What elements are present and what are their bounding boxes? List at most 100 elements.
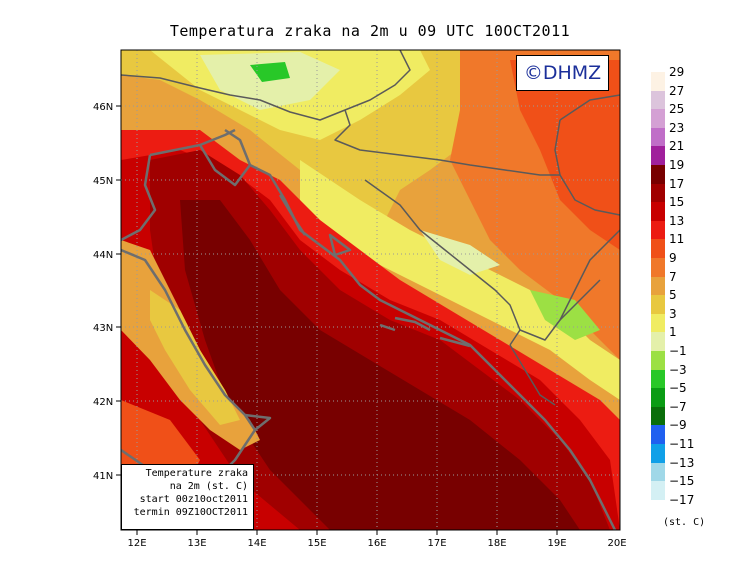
legend-item: 7 [651, 270, 731, 296]
legend-swatch [651, 239, 665, 259]
legend-item: 11 [651, 232, 731, 259]
legend-label: −11 [669, 437, 695, 451]
legend-label: −9 [669, 418, 687, 433]
legend-swatch [651, 406, 665, 426]
legend-item: −15 [651, 474, 731, 501]
legend-item: 21 [651, 139, 731, 166]
legend-swatch [651, 313, 665, 333]
lat-axis-labels: 46N 45N 44N 43N 42N 41N [93, 102, 121, 482]
legend-label: −5 [669, 381, 687, 396]
legend-item: −17 [651, 493, 731, 519]
lat-label: 41N [93, 471, 113, 482]
lat-label: 45N [93, 176, 113, 187]
lon-label: 18E [487, 538, 506, 549]
legend-swatch [651, 127, 665, 147]
legend-item: −1 [651, 344, 731, 370]
legend-item: 5 [651, 288, 731, 315]
lon-label: 17E [427, 538, 446, 549]
legend-item: 29 [651, 65, 731, 91]
lon-label: 15E [307, 538, 326, 549]
lat-label: 44N [93, 250, 113, 261]
lon-label: 12E [127, 538, 146, 549]
legend-label: −17 [669, 492, 695, 507]
legend-swatch [651, 220, 665, 240]
info-line-variable: Temperature zraka [145, 468, 248, 479]
legend-label: 21 [669, 139, 685, 154]
legend-swatch [651, 72, 665, 91]
lat-label: 46N [93, 102, 113, 113]
legend-label: 3 [669, 306, 677, 321]
legend-item: −13 [651, 456, 731, 482]
legend-units: (st. C) [663, 517, 706, 528]
legend-swatch [651, 90, 665, 110]
legend-label: 27 [669, 83, 685, 98]
map-frame [120, 49, 621, 531]
legend-item: 19 [651, 158, 731, 184]
legend-swatch [651, 295, 665, 315]
lon-label: 13E [187, 538, 206, 549]
gridlines [121, 50, 620, 530]
legend-swatch [651, 109, 665, 129]
legend-label: 13 [669, 213, 685, 228]
lon-label: 16E [367, 538, 386, 549]
lon-label: 19E [547, 538, 566, 549]
legend-label: −3 [669, 362, 687, 377]
legend-label: −13 [669, 455, 695, 470]
legend-item: 27 [651, 84, 731, 110]
legend-swatch [651, 369, 665, 389]
legend-item: 17 [651, 177, 731, 203]
legend-swatch [651, 276, 665, 296]
legend-label: −1 [669, 344, 687, 358]
legend-swatch [651, 351, 665, 370]
lon-label: 20E [607, 538, 626, 549]
legend-label: 1 [669, 325, 677, 340]
info-line-start: start 00z10oct2011 [139, 494, 248, 505]
legend-item: 9 [651, 251, 731, 277]
legend-item: 15 [651, 195, 731, 222]
legend-swatch [651, 388, 665, 408]
legend-item: −7 [651, 400, 731, 426]
legend-swatch [651, 332, 665, 352]
legend-label: −7 [669, 399, 687, 414]
legend-label: 7 [669, 269, 677, 284]
legend-swatch [651, 425, 665, 445]
legend-item: −11 [651, 437, 731, 463]
legend-item: 13 [651, 214, 731, 240]
lon-label: 14E [247, 538, 266, 549]
lon-axis-labels: 12E 13E 14E 15E 16E 17E 18E 19E 20E [127, 530, 627, 549]
legend-item: 1 [651, 325, 731, 352]
lat-label: 42N [93, 397, 113, 408]
info-line-termin: termin 09Z10OCT2011 [133, 507, 248, 518]
legend-label: 23 [669, 120, 685, 135]
legend-item: −5 [651, 381, 731, 408]
legend-label: 29 [669, 65, 685, 79]
legend-swatch [651, 481, 665, 501]
legend-label: 11 [669, 232, 685, 247]
legend-label: 19 [669, 158, 685, 172]
dhmz-logo: ©DHMZ [516, 55, 609, 91]
info-line-level-units: na 2m (st. C) [169, 481, 248, 492]
temperature-field [121, 50, 620, 530]
legend-label: 5 [669, 288, 677, 303]
legend-label: 25 [669, 102, 685, 117]
country-borders [121, 50, 620, 406]
legend-swatch [651, 165, 665, 184]
legend-swatch [651, 444, 665, 463]
legend-swatch [651, 462, 665, 482]
legend-item: −3 [651, 363, 731, 389]
legend-label: −15 [669, 474, 695, 489]
legend-swatch [651, 146, 665, 166]
legend-item: 3 [651, 307, 731, 333]
legend-item: −9 [651, 418, 731, 445]
forecast-info-box: Temperature zraka na 2m (st. C) start 00… [121, 464, 254, 530]
legend-swatch [651, 258, 665, 277]
legend-item: 23 [651, 121, 731, 147]
legend-swatch [651, 183, 665, 203]
legend-swatch [651, 202, 665, 222]
legend-label: 17 [669, 176, 685, 191]
lat-label: 43N [93, 323, 113, 334]
legend-label: 9 [669, 251, 677, 265]
map-title: Temperatura zraka na 2m u 09 UTC 10OCT20… [169, 22, 571, 40]
legend-item: 25 [651, 102, 731, 129]
